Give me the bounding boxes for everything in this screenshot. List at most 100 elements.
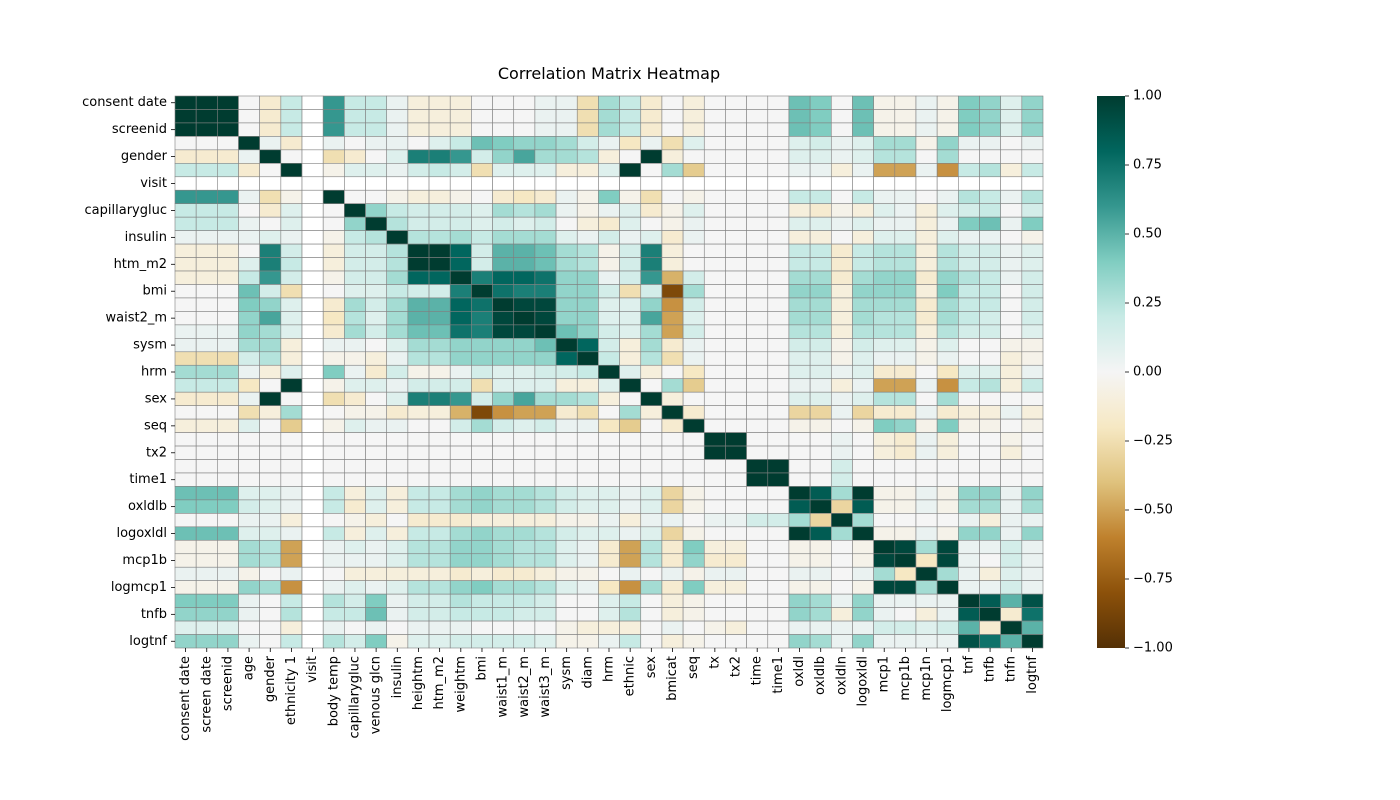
x-tick-label: ethnicity 1 (284, 656, 299, 725)
heatmap-cell (301, 270, 324, 285)
heatmap-cell (534, 95, 557, 110)
heatmap-cell (640, 405, 663, 420)
heatmap-cell (640, 459, 663, 474)
heatmap-cell (217, 95, 239, 110)
heatmap-cell (576, 297, 599, 312)
heatmap-cell (365, 324, 388, 339)
heatmap-cell (703, 257, 726, 272)
heatmap-cell (640, 486, 663, 501)
heatmap-cell (449, 149, 472, 164)
heatmap-cell (301, 243, 324, 258)
heatmap-cell (767, 136, 790, 151)
heatmap-cell (280, 243, 303, 258)
heatmap-cell (661, 95, 684, 110)
heatmap-cell (894, 539, 917, 555)
heatmap-cell (492, 445, 515, 460)
heatmap-cell (238, 284, 260, 299)
heatmap-cell (936, 324, 959, 339)
heatmap-cell (852, 351, 874, 366)
heatmap-cell (979, 593, 1001, 608)
heatmap-cell (365, 203, 388, 218)
x-tick-label: time1 (771, 656, 786, 694)
heatmap-cell (936, 566, 959, 581)
heatmap-cell (894, 122, 917, 137)
heatmap-cell (534, 418, 557, 433)
heatmap-cell (598, 324, 620, 339)
heatmap-cell (788, 539, 811, 555)
heatmap-cell (619, 338, 642, 353)
heatmap-cell (386, 391, 409, 406)
heatmap-cell (471, 176, 493, 191)
heatmap-cell (280, 539, 303, 555)
heatmap-cell (217, 163, 239, 178)
heatmap-cell (788, 136, 811, 151)
heatmap-cell (513, 297, 536, 312)
heatmap-cell (915, 95, 938, 110)
heatmap-cell (492, 391, 515, 406)
heatmap-cell (788, 243, 811, 258)
heatmap-cell (301, 230, 324, 245)
heatmap-cell (576, 378, 599, 393)
colorbar-tick-label: 0.50 (1133, 227, 1162, 242)
heatmap-cell (195, 257, 218, 272)
heatmap-cell (555, 607, 578, 622)
heatmap-cell (682, 499, 705, 514)
x-tick-label: gender (263, 655, 278, 702)
heatmap-cell (407, 324, 430, 339)
heatmap-cell (492, 418, 515, 433)
heatmap-cell (301, 338, 324, 353)
heatmap-cell (1021, 486, 1044, 501)
heatmap-cell (492, 163, 515, 178)
heatmap-cell (598, 593, 620, 608)
heatmap-cell (322, 445, 345, 460)
heatmap-cell (894, 378, 917, 393)
heatmap-cell (746, 620, 769, 635)
heatmap-cell (365, 109, 388, 124)
heatmap-cell (471, 122, 493, 137)
heatmap-cell (576, 149, 599, 164)
heatmap-cell (682, 149, 705, 164)
heatmap-cell (661, 472, 684, 487)
heatmap-cell (280, 297, 303, 312)
heatmap-cell (217, 405, 239, 420)
heatmap-cell (1000, 243, 1023, 258)
heatmap-cell (322, 593, 345, 608)
heatmap-cell (449, 311, 472, 326)
heatmap-cell (471, 405, 493, 420)
heatmap-cell (576, 634, 599, 649)
heatmap-cell (767, 189, 790, 205)
heatmap-cell (725, 539, 747, 555)
heatmap-cell (767, 230, 790, 245)
heatmap-cell (174, 472, 197, 487)
heatmap-cell (365, 311, 388, 326)
heatmap-cell (619, 607, 642, 622)
heatmap-cell (259, 176, 282, 191)
heatmap-cell (386, 607, 409, 622)
heatmap-cell (365, 499, 388, 514)
heatmap-cell (386, 445, 409, 460)
heatmap-cell (344, 149, 366, 164)
heatmap-cell (958, 189, 980, 205)
heatmap-cell (555, 203, 578, 218)
heatmap-cell (344, 391, 366, 406)
x-tick-label: venous glcn (369, 656, 384, 734)
heatmap-cell (703, 526, 726, 541)
heatmap-cell (809, 634, 832, 649)
heatmap-cell (428, 593, 451, 608)
colorbar-tick-label: −0.75 (1133, 572, 1173, 587)
heatmap-cell (301, 351, 324, 366)
x-tick-label: oxldl (792, 656, 807, 687)
heatmap-cell (746, 593, 769, 608)
heatmap-cell (767, 634, 790, 649)
heatmap-cell (344, 109, 366, 124)
heatmap-cell (640, 513, 663, 528)
heatmap-cell (428, 432, 451, 447)
heatmap-cell (344, 270, 366, 285)
heatmap-cell (238, 486, 260, 501)
heatmap-cell (767, 163, 790, 178)
heatmap-cell (259, 243, 282, 258)
heatmap-cell (894, 243, 917, 258)
heatmap-cell (449, 553, 472, 568)
heatmap-cell (428, 418, 451, 433)
heatmap-cell (555, 311, 578, 326)
